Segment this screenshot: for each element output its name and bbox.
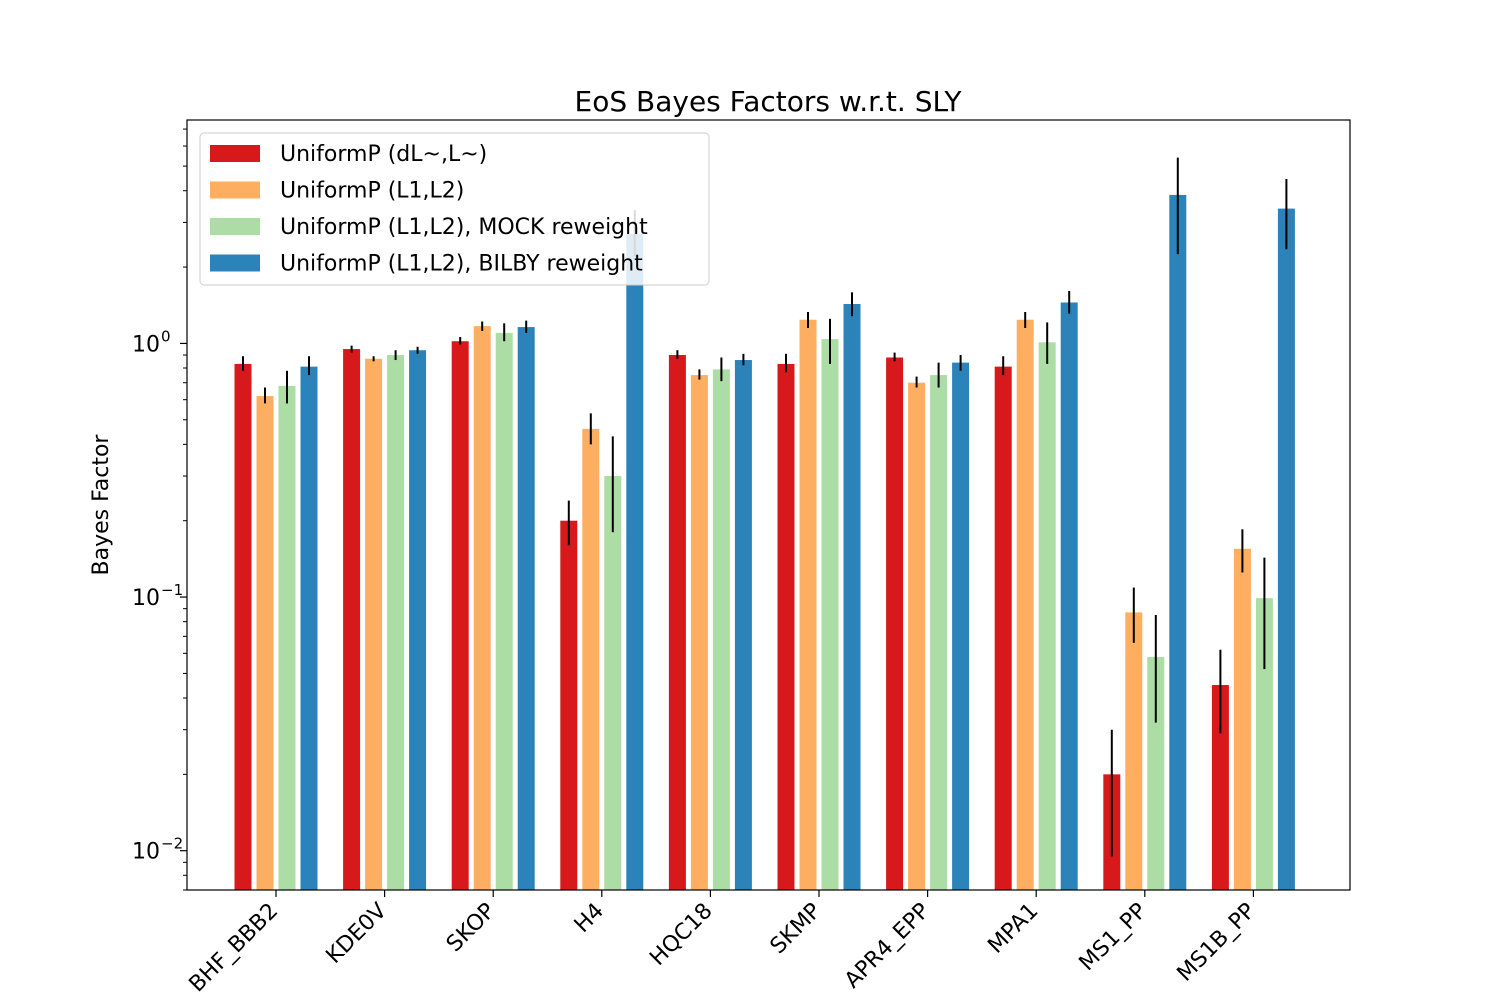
bar [777,363,795,890]
bar [517,327,535,890]
bar [1169,194,1187,891]
bar [1211,685,1229,890]
error-bars-layer [242,157,1288,857]
bar [799,319,817,891]
bar [626,234,644,890]
bar [300,366,318,890]
bar [734,360,752,890]
bar [1060,302,1078,890]
bar [495,332,513,890]
bar [1038,342,1056,890]
legend-swatch [210,218,260,235]
legend-label: UniformP (L1,L2) [280,179,464,204]
bar [387,355,405,890]
y-tick-exponent: 0 [161,327,171,345]
legend-label: UniformP (dL~,L~) [280,142,487,167]
bar [712,369,730,890]
legend-swatch [210,145,260,162]
y-tick-label: 10 [132,840,160,865]
bar [994,366,1012,890]
bars-layer [234,194,1295,891]
y-axis-label: Bayes Factor [89,434,114,576]
bar [604,476,622,890]
bar [1016,319,1034,891]
bar [234,363,252,890]
plot-frame [186,119,1351,891]
y-tick-exponent: −1 [161,581,183,599]
bar [365,358,383,890]
bar [690,375,708,890]
bar [1255,598,1273,890]
bar [451,341,469,891]
legend-box [199,132,710,286]
y-tick-label: 10 [132,332,160,357]
legend-swatch [210,181,260,199]
bar [1147,657,1165,890]
legend-label: UniformP (L1,L2), BILBY reweight [280,252,643,277]
bar [256,396,274,890]
bar [843,304,861,890]
bar [409,350,427,891]
bar [343,349,361,890]
bar [886,357,904,890]
bar [278,385,296,890]
bar [473,326,491,890]
bar [1233,548,1251,890]
bar [1125,612,1143,890]
bar [560,520,578,890]
legend-label: UniformP (L1,L2), MOCK reweight [280,215,648,240]
y-tick-exponent: −2 [161,835,183,853]
legend-swatch [210,254,260,272]
bar [952,362,970,890]
legend: UniformP (dL~,L~) UniformP (L1,L2) Uniform… [199,132,710,286]
bar [821,339,839,891]
bar [1277,208,1295,891]
bar [930,375,948,890]
bar [908,382,926,890]
bar [668,355,686,890]
legend-items: UniformP (dL~,L~) UniformP (L1,L2) Uniform… [210,142,648,277]
chart-title: EoS Bayes Factors w.r.t. SLY [575,85,963,118]
bar [582,428,600,890]
y-tick-label: 10 [132,586,160,611]
